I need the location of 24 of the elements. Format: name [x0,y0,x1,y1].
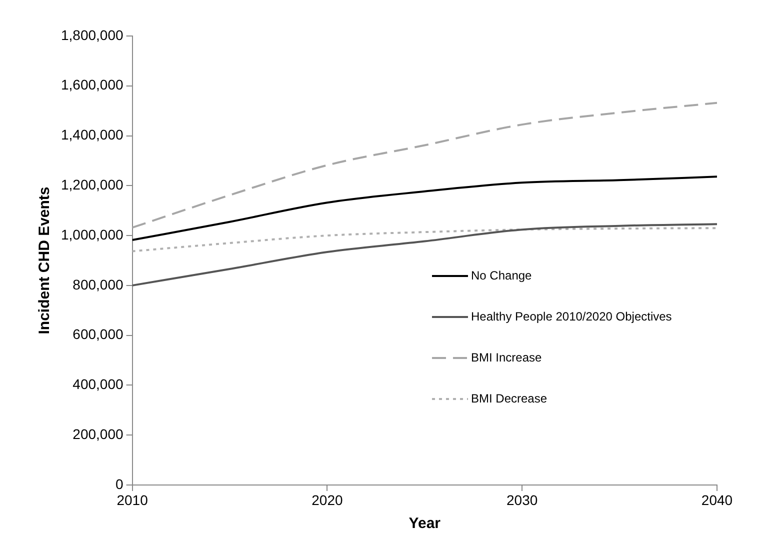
x-tick-label: 2010 [116,492,148,508]
legend-label: No Change [471,268,532,282]
y-tick-label: 400,000 [72,376,124,392]
y-tick-label: 800,000 [72,276,124,292]
y-axis-title: Incident CHD Events [36,186,54,334]
y-tick-label: 0 [115,476,124,492]
x-tick-label: 2030 [506,492,538,508]
line-series [132,176,717,242]
y-tick-label: 600,000 [72,326,124,342]
x-tick-label: 2020 [312,492,343,508]
x-tick-label: 2040 [701,492,733,508]
y-tick-label: 1,200,000 [60,176,124,193]
y-tick-label: 200,000 [72,426,124,442]
y-tick-label: 1,400,000 [60,126,124,143]
legend-label: Healthy People 2010/2020 Objectives [471,309,672,324]
x-axis-title: Year [408,515,441,532]
line-series [132,102,717,229]
line-series [132,227,717,252]
y-tick-label: 1,800,000 [60,26,124,43]
line-series [132,223,717,286]
y-tick-label: 1,600,000 [60,76,124,93]
legend-label: BMI Increase [471,350,542,364]
y-tick-label: 1,000,000 [60,226,124,242]
legend-label: BMI Decrease [471,391,548,406]
